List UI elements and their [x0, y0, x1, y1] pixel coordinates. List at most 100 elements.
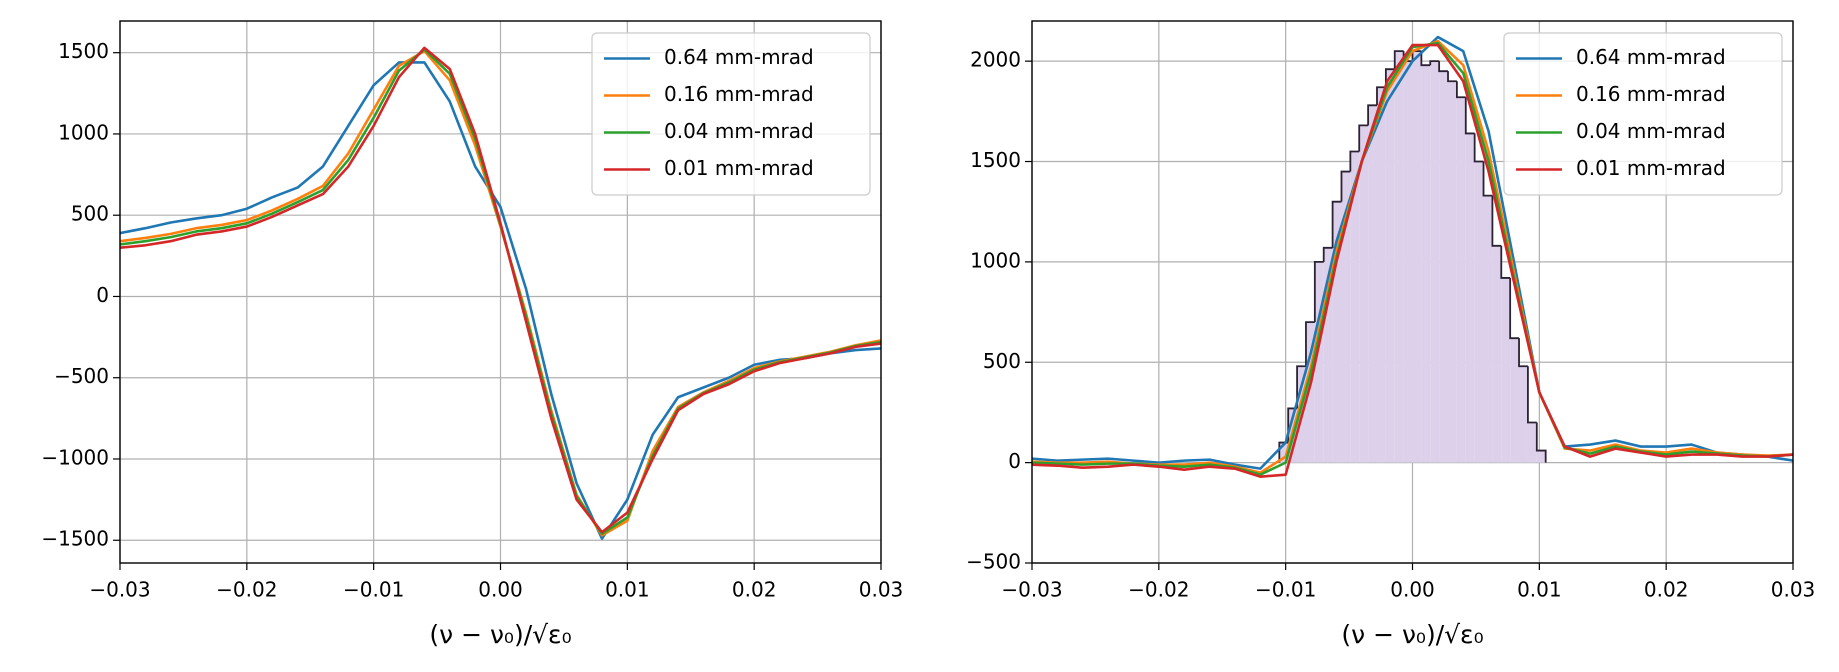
x-tick-label: 0.02: [732, 578, 777, 602]
histogram-edge: [1296, 365, 1306, 409]
x-tick-label: −0.01: [1255, 578, 1316, 602]
y-tick-label: −500: [966, 550, 1021, 574]
histogram-bar: [1314, 261, 1324, 463]
histogram-edge: [1340, 170, 1351, 202]
histogram-edge: [1455, 81, 1466, 99]
histogram-bar: [1519, 366, 1528, 463]
histogram-edge: [1429, 60, 1440, 66]
histogram-bar: [1305, 322, 1315, 463]
histogram-bar: [1465, 133, 1475, 463]
y-tick-label: 0: [1008, 449, 1021, 473]
x-tick-label: 0.01: [1517, 578, 1562, 602]
x-tick-label: −0.01: [343, 578, 404, 602]
histogram-edge: [1313, 260, 1324, 323]
histogram-bar: [1527, 422, 1537, 463]
x-tick-label: −0.02: [216, 578, 277, 602]
legend-label: 0.16 mm-mrad: [1576, 82, 1726, 106]
legend-label: 0.64 mm-mrad: [664, 45, 814, 69]
legend-label: 0.01 mm-mrad: [664, 156, 814, 180]
histogram-bar: [1279, 442, 1289, 463]
histogram-edge: [1376, 86, 1386, 106]
y-tick-label: 2000: [970, 48, 1021, 72]
x-tick-label: 0.02: [1644, 578, 1689, 602]
subplot: −0.03 −0.02 −0.01 0.00 0.01 0.02 0.03 −500 0 500 1…: [966, 20, 1816, 649]
histogram-bar: [1332, 201, 1342, 463]
x-tick-label: 0.00: [1390, 578, 1435, 602]
histogram-edge: [1447, 71, 1457, 83]
histogram-edge: [1393, 50, 1404, 70]
legend-box: [1503, 32, 1783, 196]
histogram-bar: [1439, 71, 1449, 463]
legend-label: 0.16 mm-mrad: [664, 82, 814, 106]
histogram-edge: [1473, 133, 1484, 163]
histogram-bar: [1501, 277, 1511, 463]
y-tick-label: −500: [54, 364, 109, 388]
histogram-bar: [1483, 195, 1493, 463]
y-tick-label: 1500: [58, 39, 109, 63]
histogram-edge: [1518, 338, 1528, 368]
y-tick-label: 500: [71, 202, 109, 226]
histogram-bar: [1412, 51, 1422, 463]
histogram-edge: [1358, 124, 1369, 152]
x-tick-label: 0.01: [605, 578, 650, 602]
histogram-bar: [1430, 61, 1440, 463]
y-tick-label: 1000: [58, 120, 109, 144]
legend-label: 0.01 mm-mrad: [1576, 156, 1726, 180]
x-tick-label: 0.00: [478, 578, 523, 602]
legend-box: [591, 32, 871, 196]
histogram-edge: [1349, 150, 1360, 172]
legend-label: 0.04 mm-mrad: [664, 119, 814, 143]
histogram-edge: [1331, 200, 1342, 248]
series-line: [1032, 43, 1793, 478]
histogram-bar: [1385, 69, 1395, 463]
y-tick-label: 500: [983, 349, 1021, 373]
histogram-edge: [1464, 97, 1475, 135]
legend: 0.64 mm-mrad 0.16 mm-mrad 0.04 mm-mrad 0.01…: [591, 32, 871, 196]
y-tick-label: 0: [96, 283, 109, 307]
histogram-bar: [1394, 51, 1404, 463]
histogram-bar: [1421, 65, 1431, 463]
histogram-edge: [1535, 422, 1547, 463]
histogram-edge: [1420, 51, 1431, 67]
series-line: [120, 61, 881, 540]
plot-area: [120, 46, 881, 540]
x-tick-label: 0.03: [1771, 578, 1816, 602]
histogram-edge: [1527, 366, 1537, 424]
histogram-bar: [1368, 105, 1377, 463]
plot-area: [1032, 35, 1793, 478]
histogram-edge: [1367, 104, 1377, 126]
series-line: [120, 46, 881, 534]
histogram-bar: [1474, 161, 1484, 463]
series-line: [1032, 35, 1793, 470]
histogram-bar: [1536, 450, 1546, 463]
y-tick-label: −1500: [41, 527, 109, 551]
y-tick-label: 1000: [970, 248, 1021, 272]
axes-frame: [1031, 20, 1794, 564]
histogram-edge: [1322, 246, 1333, 262]
legend-label: 0.64 mm-mrad: [1576, 45, 1726, 69]
histogram-bar: [1510, 338, 1520, 463]
x-axis-label: (ν − ν₀)/√ε₀: [1341, 620, 1483, 649]
histogram-bar: [1323, 247, 1333, 463]
histogram-bar: [1350, 151, 1360, 463]
axes-frame: [119, 20, 882, 564]
y-tick-label: −1000: [41, 445, 109, 469]
histogram-edge: [1305, 321, 1315, 367]
histogram-edge: [1509, 277, 1520, 340]
subplot: −0.03 −0.02 −0.01 0.00 0.01 0.02 0.03 −1500 −100…: [41, 20, 903, 649]
histogram-bar: [1492, 245, 1502, 463]
legend: 0.64 mm-mrad 0.16 mm-mrad 0.04 mm-mrad 0.01…: [1503, 32, 1783, 196]
legend-label: 0.04 mm-mrad: [1576, 119, 1726, 143]
histogram-bar: [1403, 61, 1413, 463]
histogram-edge: [1438, 61, 1449, 73]
histogram-edge: [1491, 195, 1502, 247]
histogram-bar: [1341, 171, 1351, 463]
x-tick-label: −0.03: [1001, 578, 1062, 602]
histogram-bar: [1359, 125, 1369, 463]
histogram-edge: [1500, 245, 1511, 279]
histogram-bar: [1376, 87, 1386, 463]
histogram-edge: [1482, 161, 1493, 197]
histogram-bar: [1456, 97, 1466, 463]
x-axis-label: (ν − ν₀)/√ε₀: [429, 620, 571, 649]
